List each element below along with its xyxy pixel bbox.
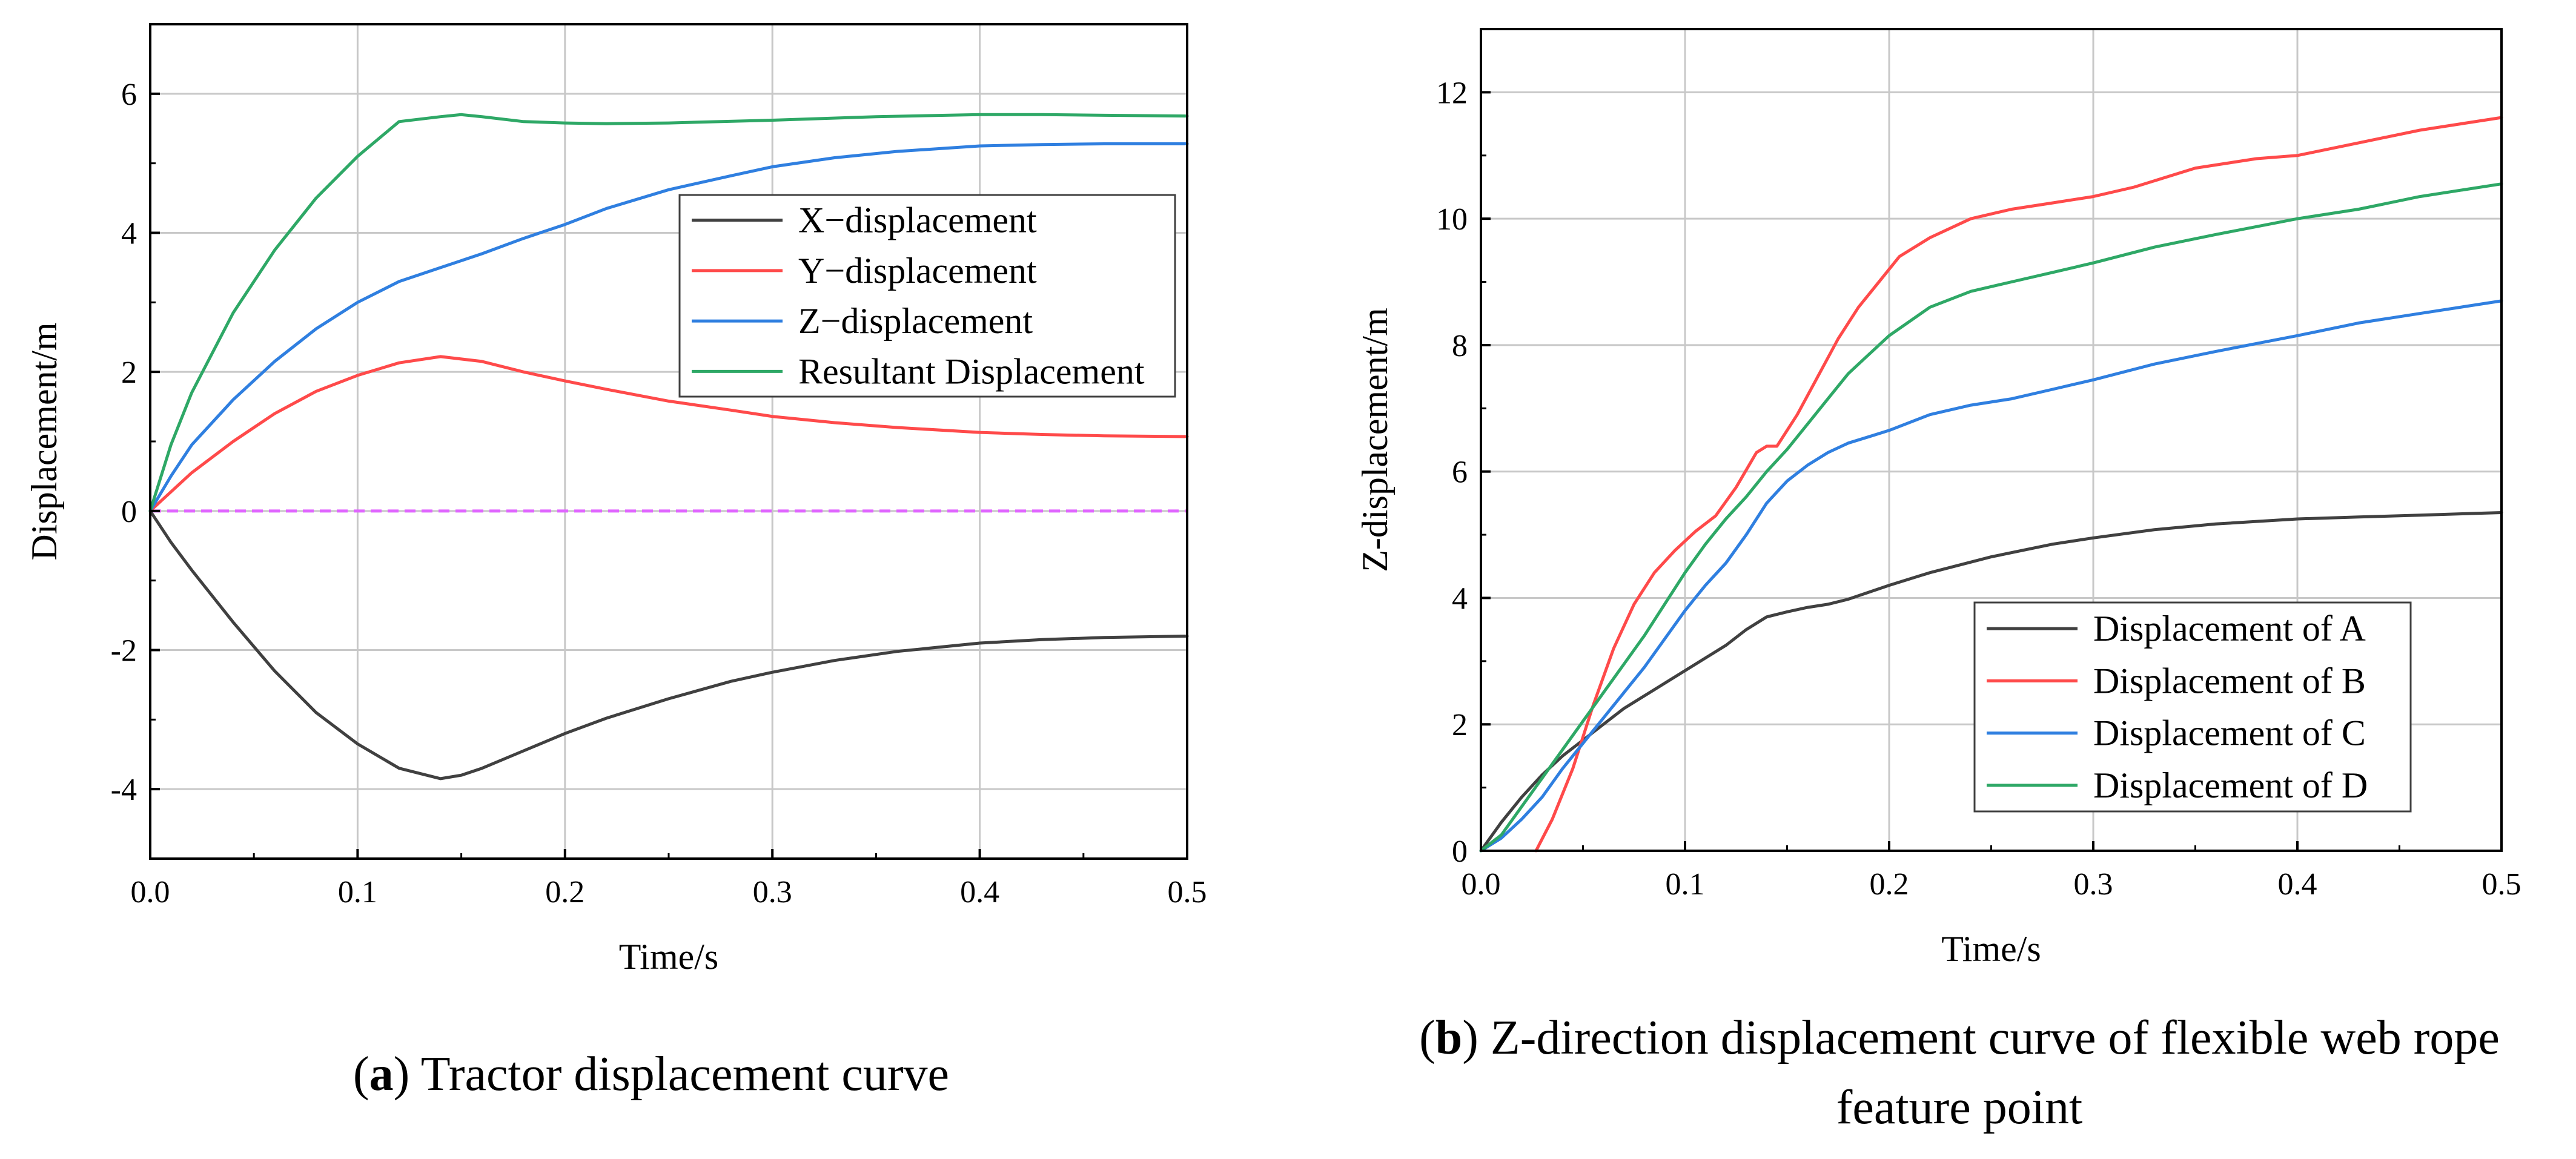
series-line-1 bbox=[1534, 116, 2503, 853]
panel-b-z-displacement: 0.0 0.1 0.2 0.3 0.4 0.5 0 2 4 6 8 10 12 Time/s Z-di… bbox=[1355, 28, 2521, 969]
panel-b-series bbox=[1479, 116, 2503, 853]
y-tick-label: 10 bbox=[1436, 202, 1468, 237]
legend-label-1: Y−displacement bbox=[798, 251, 1037, 291]
x-tick-label: 0.0 bbox=[131, 875, 170, 910]
panel-a-tractor-displacement: 0.0 0.1 0.2 0.3 0.4 0.5 -4 -2 0 2 4 6 Time/s Displ… bbox=[24, 23, 1207, 977]
panel-b-caption-line-1: (b) Z-direction displacement curve of fl… bbox=[1419, 1011, 2500, 1065]
series-line-2 bbox=[148, 142, 1189, 513]
series-line-3 bbox=[148, 113, 1189, 513]
series-line-3 bbox=[1479, 182, 2503, 853]
legend-label-0: X−displacement bbox=[798, 200, 1037, 240]
legend-label-3: Displacement of D bbox=[2093, 765, 2368, 805]
panel-b-y-ticks: 0 2 4 6 8 10 12 bbox=[1436, 76, 1491, 869]
panel-b-caption-line-2: feature point bbox=[1836, 1081, 2082, 1134]
series-line-2 bbox=[1479, 299, 2503, 853]
panel-b-y-axis-title: Z-displacement/m bbox=[1355, 308, 1395, 572]
x-tick-label: 0.3 bbox=[753, 875, 792, 910]
panel-b-x-ticks: 0.0 0.1 0.2 0.3 0.4 0.5 bbox=[1462, 841, 2521, 902]
legend-label-0: Displacement of A bbox=[2093, 609, 2366, 649]
y-tick-label: 4 bbox=[1452, 581, 1468, 616]
x-tick-label: 0.3 bbox=[2074, 867, 2113, 902]
panel-a-grid bbox=[150, 24, 1187, 859]
y-tick-label: 2 bbox=[1452, 708, 1468, 742]
x-tick-label: 0.5 bbox=[2482, 867, 2521, 902]
panel-a-caption: (a) Tractor displacement curve bbox=[353, 1048, 949, 1101]
y-tick-label: 2 bbox=[121, 355, 137, 390]
x-tick-label: 0.2 bbox=[1870, 867, 1909, 902]
panel-a-x-axis-title: Time/s bbox=[619, 937, 719, 977]
panel-b-caption-letter: b bbox=[1435, 1011, 1463, 1065]
legend-label-1: Displacement of B bbox=[2093, 661, 2366, 701]
panel-b-grid bbox=[1481, 29, 2502, 851]
panel-b-caption-text: ) Z-direction displacement curve of flex… bbox=[1462, 1011, 2500, 1065]
y-tick-label: 0 bbox=[121, 495, 137, 529]
y-tick-label: 12 bbox=[1436, 76, 1468, 110]
y-tick-label: 6 bbox=[121, 78, 137, 112]
x-tick-label: 0.5 bbox=[1168, 875, 1207, 910]
y-tick-label: -4 bbox=[111, 773, 137, 807]
panel-a-plot-frame bbox=[149, 23, 1188, 860]
panel-a-caption-text: ) Tractor displacement curve bbox=[394, 1048, 950, 1101]
panel-a-x-ticks: 0.0 0.1 0.2 0.3 0.4 0.5 bbox=[131, 849, 1207, 910]
y-tick-label: 8 bbox=[1452, 329, 1468, 363]
x-tick-label: 0.2 bbox=[545, 875, 584, 910]
x-tick-label: 0.4 bbox=[960, 875, 999, 910]
x-tick-label: 0.0 bbox=[1462, 867, 1501, 902]
y-tick-label: 6 bbox=[1452, 455, 1468, 490]
y-tick-label: -2 bbox=[111, 634, 137, 669]
legend-box bbox=[678, 194, 1176, 398]
panel-a-y-ticks: -4 -2 0 2 4 6 bbox=[111, 78, 160, 807]
panel-b-x-axis-title: Time/s bbox=[1941, 929, 2041, 969]
x-tick-label: 0.1 bbox=[1666, 867, 1705, 902]
y-tick-label: 0 bbox=[1452, 834, 1468, 869]
panel-a-caption-letter: a bbox=[369, 1048, 394, 1101]
legend-label-2: Z−displacement bbox=[798, 301, 1033, 341]
legend-label-3: Resultant Displacement bbox=[798, 351, 1145, 391]
x-tick-label: 0.4 bbox=[2278, 867, 2317, 902]
y-tick-label: 4 bbox=[121, 217, 137, 251]
panel-b-legend: Displacement of A Displacement of B Displa… bbox=[1973, 601, 2412, 813]
panel-a-legend: X−displacement Y−displacement Z−displaceme… bbox=[678, 194, 1176, 398]
x-tick-label: 0.1 bbox=[338, 875, 377, 910]
legend-label-2: Displacement of C bbox=[2093, 713, 2366, 753]
panel-a-series bbox=[148, 113, 1189, 781]
series-line-1 bbox=[148, 355, 1189, 513]
legend-box bbox=[1973, 601, 2412, 813]
series-line-0 bbox=[148, 509, 1189, 781]
panel-a-y-axis-title: Displacement/m bbox=[24, 322, 64, 560]
